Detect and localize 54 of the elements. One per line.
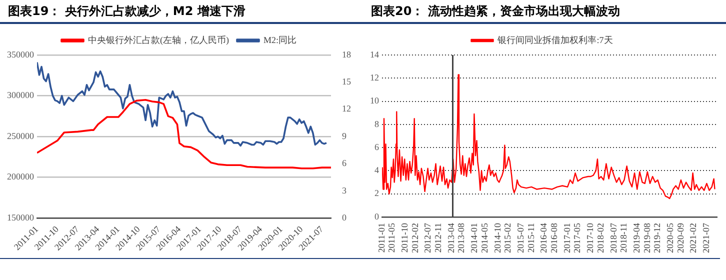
y-tick-label: 6	[374, 142, 380, 152]
x-tick-label: 2019-12	[652, 223, 662, 254]
x-tick-label: 2016-04	[538, 222, 549, 254]
x-tick-label: 2011-10	[400, 222, 410, 253]
legend-label: 银行间同业拆借加权利率:7天	[496, 34, 613, 45]
x-tick-label: 2018-11	[618, 223, 629, 253]
y2-tick-label: 18	[342, 49, 352, 60]
x-tick-label: 2019-04	[631, 222, 642, 254]
y-tick-label: 300000	[7, 90, 34, 100]
x-tick-label: 2015-02	[502, 223, 513, 254]
x-tick-label: 2012-02	[410, 223, 420, 254]
x-tick-label: 2011-01	[376, 223, 386, 253]
x-tick-label: 2012-11	[433, 223, 444, 253]
x-tick-label: 2018-02	[595, 223, 606, 254]
y2-tick-label: 0	[342, 212, 347, 223]
x-tick-label: 2020-09	[675, 222, 686, 254]
y-tick-label: 250000	[7, 130, 34, 141]
legend-label: M2:同比	[263, 34, 297, 45]
x-tick-label: 2020-05	[664, 222, 675, 254]
x-tick-label: 2016-08	[549, 222, 560, 254]
y-tick-label: 12	[370, 72, 379, 83]
x-tick-label: 2017-10	[585, 222, 596, 254]
x-tick-label: 2021-07	[701, 222, 712, 254]
x-tick-label: 2018-07	[608, 222, 618, 254]
y-tick-label: 150000	[7, 212, 34, 223]
x-tick-label: 2015-11	[526, 223, 536, 253]
y-tick-label: 14	[370, 49, 380, 60]
x-tick-label: 2014-10	[492, 222, 502, 254]
x-tick-label: 2014-01	[469, 223, 480, 254]
y-tick-label: 350000	[7, 49, 34, 60]
chart-title: 图表20： 流动性趋紧，资金市场出现大幅波动	[363, 0, 726, 24]
y-tick-label: 10	[370, 96, 380, 106]
x-tick-label: 2019-08	[642, 222, 652, 254]
x-tick-label: 2014-05	[479, 222, 490, 254]
y2-tick-label: 9	[342, 130, 347, 141]
y2-tick-label: 6	[342, 158, 347, 168]
y-tick-label: 2	[374, 188, 379, 198]
y-tick-label: 0	[374, 211, 380, 222]
x-tick-label: 2017-05	[572, 222, 582, 254]
x-tick-label: 2013-08	[456, 222, 466, 254]
y-tick-label: 200000	[7, 172, 34, 182]
y2-tick-label: 15	[342, 76, 352, 87]
x-tick-label: 2013-04	[446, 222, 456, 254]
y-tick-label: 8	[374, 118, 380, 129]
y-tick-label: 4	[374, 165, 380, 176]
chart-title: 图表19： 央行外汇占款减少，M2 增速下滑	[0, 0, 363, 24]
x-tick-label: 2021-02	[688, 223, 698, 254]
legend-label: 中央银行外汇占款(左轴，亿人民币)	[88, 34, 229, 45]
y2-tick-label: 12	[342, 104, 351, 114]
x-tick-label: 2011-05	[386, 222, 397, 253]
x-tick-label: 2015-07	[516, 222, 526, 254]
x-tick-label: 2012-07	[422, 222, 433, 254]
y2-tick-label: 3	[342, 185, 347, 196]
x-tick-label: 2017-01	[562, 223, 572, 254]
